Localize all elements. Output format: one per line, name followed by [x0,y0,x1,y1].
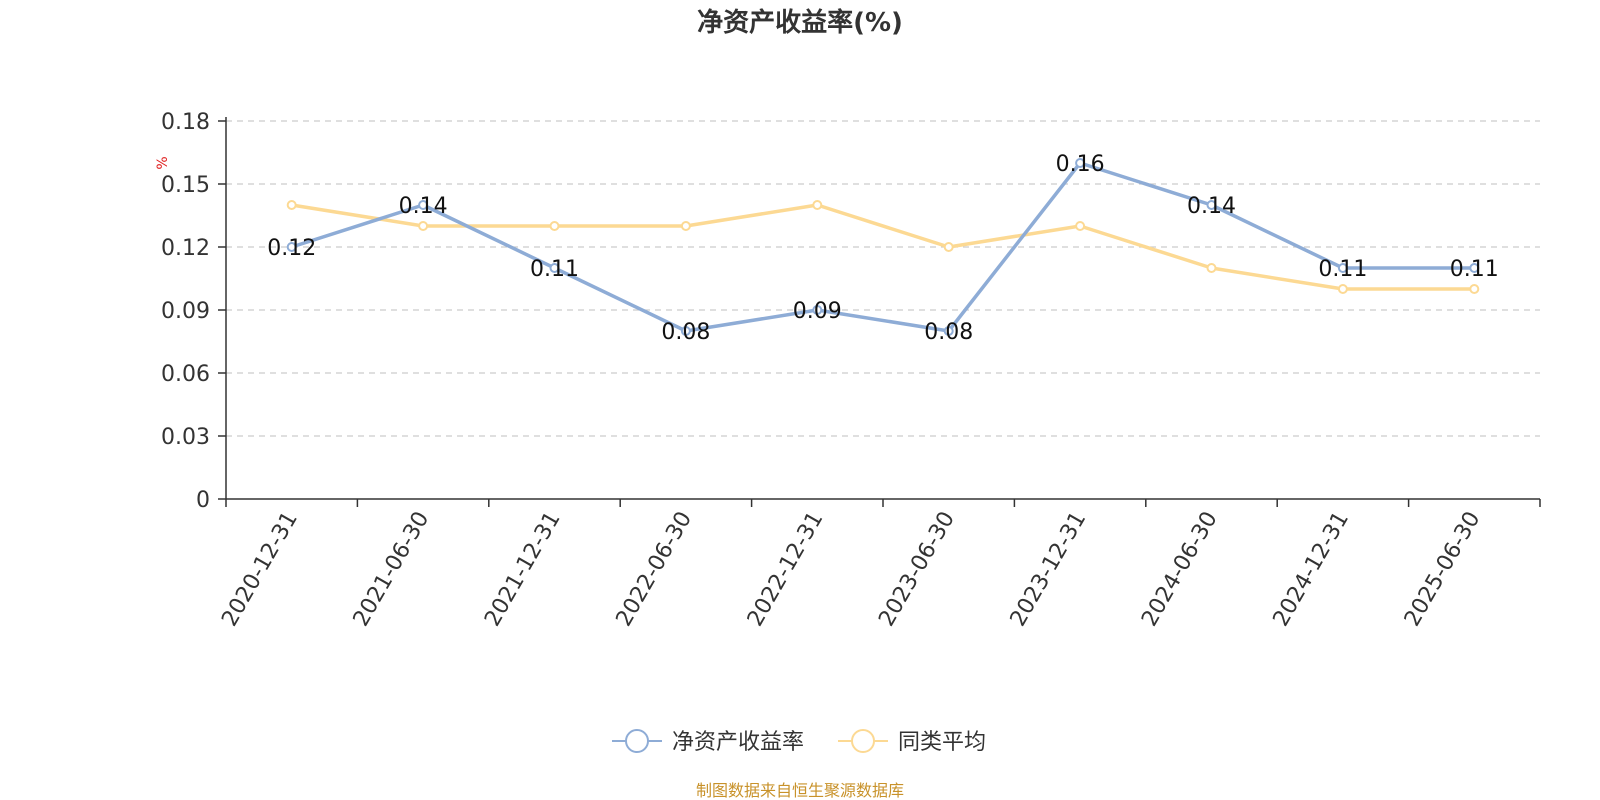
data-point [812,200,823,210]
data-point [943,242,954,252]
y-tick-label: 0.09 [161,299,210,324]
legend: 净资产收益率 同类平均 [612,729,986,755]
data-label: 0.12 [267,236,316,261]
y-tick-label: 0 [196,488,210,513]
y-tick-label: 0.18 [161,110,210,135]
legend-circle-icon [851,729,875,753]
data-point [943,326,954,336]
data-label: 0.11 [530,257,579,282]
x-tick-label: 2024-06-30 [1137,508,1223,631]
data-label: 0.14 [399,194,448,219]
data-point [1075,221,1086,231]
data-point [812,305,823,315]
data-point [549,263,560,273]
data-point [1469,284,1480,294]
y-tick-label: 0.06 [161,362,210,387]
series-line [291,161,1475,333]
grid-lines [226,120,1540,437]
legend-circle-icon [625,729,649,753]
data-point [680,221,691,231]
x-tick-label: 2020-12-31 [217,508,303,631]
x-tick-label: 2021-12-31 [480,508,566,631]
source-note: 制图数据来自恒生聚源数据库 [696,781,904,800]
data-point [1469,263,1480,273]
data-label: 0.14 [1187,194,1236,219]
x-tick-label: 2022-06-30 [612,508,698,631]
data-label: 0.09 [793,299,842,324]
x-tick-label: 2023-12-31 [1006,508,1092,631]
data-label: 0.11 [1318,257,1367,282]
legend-label: 同类平均 [898,730,986,755]
series-line [291,203,1475,291]
data-point [1337,284,1348,294]
axes [218,117,1541,507]
x-tick-label: 2024-12-31 [1269,508,1355,631]
data-labels: 0.12 0.14 0.11 0.08 0.09 0.08 0.16 0.14 0.11 0.11 [267,152,1499,345]
data-label: 0.08 [661,320,710,345]
data-point [418,200,429,210]
y-tick-labels: 0 0.03 0.06 0.09 0.12 0.15 0.18 [161,110,210,513]
series-lines [286,158,1480,336]
legend-label: 净资产收益率 [672,730,804,755]
data-label: 0.08 [924,320,973,345]
x-tick-label: 2025-06-30 [1400,508,1486,631]
data-point [1206,263,1217,273]
data-label: 0.16 [1056,152,1105,177]
data-point [286,242,297,252]
x-tick-label: 2021-06-30 [349,507,435,630]
data-point [1337,263,1348,273]
legend-item: 同类平均 [838,729,986,755]
chart-title: 净资产收益率(%) [697,7,903,38]
data-point [549,221,560,231]
x-tick-label: 2022-12-31 [743,508,829,631]
data-point [418,221,429,231]
y-tick-label: 0.15 [161,173,210,198]
legend-item: 净资产收益率 [612,729,804,755]
y-tick-label: 0.12 [161,236,210,261]
data-point [1075,158,1086,168]
data-point [286,200,297,210]
x-tick-label: 2023-06-30 [874,507,960,630]
data-label: 0.11 [1450,257,1499,282]
data-point [1206,200,1217,210]
y-tick-label: 0.03 [161,425,210,450]
x-tick-labels: 2020-12-31 2021-06-30 2021-12-31 2022-06-30… [217,507,1485,630]
y-axis-unit-label: % [155,156,171,169]
data-point [680,326,691,336]
